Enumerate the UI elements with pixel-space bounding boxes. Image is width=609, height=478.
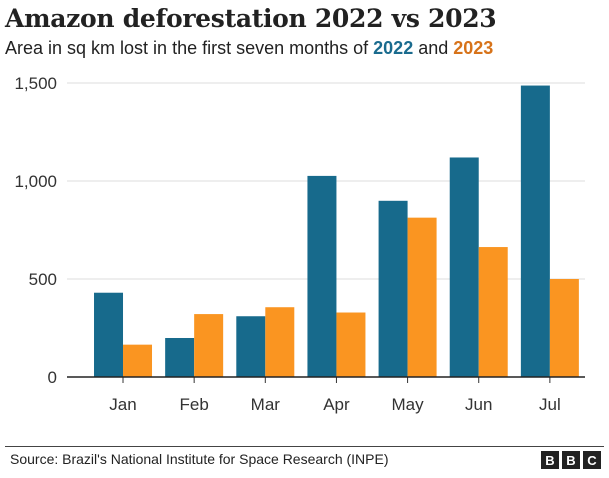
x-tick-label: Mar <box>251 395 281 414</box>
chart-subtitle: Area in sq km lost in the first seven mo… <box>5 38 493 59</box>
x-tick-label: May <box>392 395 425 414</box>
bar-2023-jan <box>123 344 153 377</box>
bar-2022-jul <box>520 85 550 377</box>
x-tick-label: Jun <box>465 395 492 414</box>
source-note: Source: Brazil's National Institute for … <box>10 451 389 467</box>
bar-2022-apr <box>307 175 337 377</box>
logo-c: C <box>583 451 601 469</box>
bar-2023-jun <box>478 247 508 377</box>
y-tick-label: 1,000 <box>14 172 57 191</box>
y-tick-label: 1,500 <box>14 74 57 93</box>
subtitle-and: and <box>413 38 454 58</box>
bar-2023-apr <box>336 312 366 377</box>
bar-2023-jul <box>549 279 579 377</box>
logo-b2: B <box>562 451 580 469</box>
bar-2022-jan <box>94 292 124 377</box>
subtitle-text: Area in sq km lost in the first seven mo… <box>5 38 374 58</box>
y-tick-label: 0 <box>48 368 57 387</box>
bar-2022-may <box>378 200 408 377</box>
bar-2023-mar <box>265 307 295 377</box>
legend-2022: 2022 <box>373 38 414 58</box>
bar-2023-feb <box>194 314 224 377</box>
bar-2022-feb <box>165 337 195 377</box>
bar-2023-may <box>407 217 437 377</box>
x-tick-label: Feb <box>180 395 209 414</box>
footer-divider <box>5 446 604 447</box>
logo-b1: B <box>541 451 559 469</box>
y-tick-label: 500 <box>29 270 57 289</box>
legend-2023: 2023 <box>453 38 494 58</box>
bar-2022-jun <box>449 157 479 377</box>
bar-2022-mar <box>236 316 266 377</box>
x-tick-label: Jul <box>539 395 561 414</box>
chart-title: Amazon deforestation 2022 vs 2023 <box>5 4 497 33</box>
x-tick-label: Apr <box>323 395 350 414</box>
x-tick-label: Jan <box>109 395 136 414</box>
